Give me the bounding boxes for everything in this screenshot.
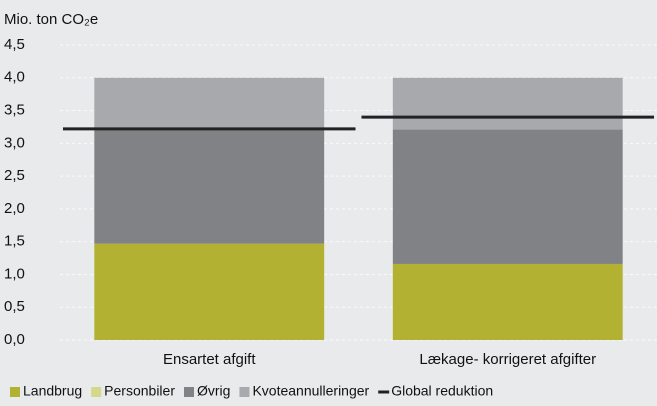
- bar-segment: [392, 77, 623, 130]
- y-tick-label: 4,0: [4, 69, 25, 86]
- y-tick-label: 3,0: [4, 134, 25, 151]
- legend-swatch: [239, 387, 250, 397]
- bar-segment: [392, 263, 623, 340]
- legend-label: Landbrug: [23, 383, 82, 399]
- bar-segment: [94, 243, 325, 340]
- bar-segment: [94, 77, 325, 129]
- legend-label: Øvrig: [197, 383, 230, 399]
- legend-label: Kvoteannulleringer: [252, 383, 369, 399]
- bar-segment: [392, 129, 623, 264]
- legend-swatch: [91, 387, 102, 397]
- y-tick-label: 3,5: [4, 102, 25, 119]
- y-tick-label: 0,0: [4, 331, 25, 348]
- y-tick-label: 2,0: [4, 200, 25, 217]
- legend-swatch: [10, 387, 20, 397]
- x-tick-label: Ensartet afgift: [163, 351, 256, 368]
- legend-label: Personbiler: [104, 383, 175, 399]
- y-tick-label: 4,5: [4, 36, 25, 53]
- legend-swatch: [184, 387, 194, 397]
- bar-segment: [94, 128, 325, 244]
- legend-label: Global reduktion: [391, 383, 493, 399]
- y-tick-label: 0,5: [4, 298, 25, 315]
- x-tick-label: Lækage- korrigeret afgifter: [419, 351, 596, 368]
- y-tick-label: 1,5: [4, 233, 25, 250]
- chart-title: Mio. ton CO₂e: [4, 11, 98, 28]
- y-tick-label: 2,5: [4, 167, 25, 184]
- y-tick-label: 1,0: [4, 265, 25, 282]
